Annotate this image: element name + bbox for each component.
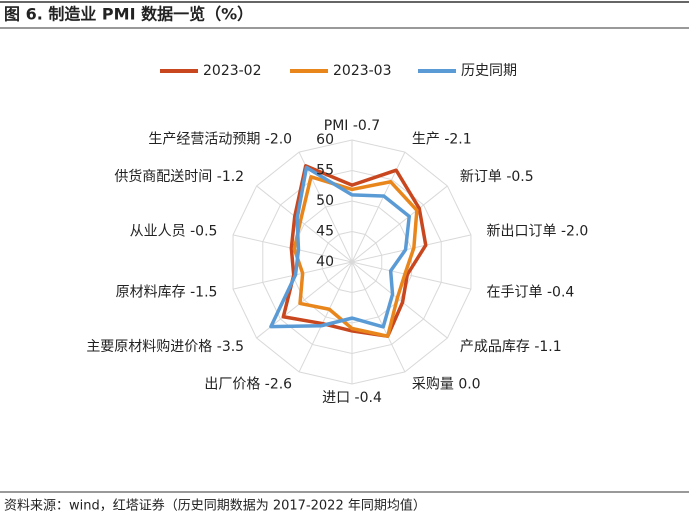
category-label: 生产经营活动预期 -2.0 [148,131,292,147]
spoke [298,261,353,373]
category-label: 从业人员 -0.5 [130,224,218,240]
r-tick-label: 50 [316,193,334,209]
r-tick-label: 55 [316,163,334,179]
chart-title: 图 6. 制造业 PMI 数据一览（%） [4,5,253,24]
category-label: 原材料库存 -1.5 [116,284,218,300]
spoke [351,234,472,263]
spoke [351,261,448,339]
series-line [281,164,428,338]
r-tick-label: 45 [316,224,334,240]
legend-label: 2023-03 [333,63,392,79]
legend-label: 2023-02 [203,63,262,79]
spoke [351,185,448,263]
category-label: PMI -0.7 [324,118,380,134]
r-tick-label: 40 [316,254,334,270]
r-tick-label: 60 [316,132,334,148]
category-label: 生产 -2.1 [412,131,472,147]
category-label: 产成品库存 -1.1 [460,339,562,355]
spoke [351,261,472,290]
spoke [351,261,406,373]
category-label: 主要原材料购进价格 -3.5 [86,339,244,355]
series-line [269,165,411,329]
category-label: 进口 -0.4 [322,390,382,406]
category-label: 新出口订单 -2.0 [487,224,589,240]
category-label: 新订单 -0.5 [460,169,534,185]
category-label: 供货商配送时间 -1.2 [114,168,244,185]
spoke [256,185,353,263]
spoke [298,151,353,263]
category-label: 采购量 0.0 [412,377,481,393]
category-label: 在手订单 -0.4 [487,284,575,300]
category-label: 出厂价格 -2.6 [204,377,292,393]
source: 资料来源：wind，红塔证券（历史同期数据为 2017-2022 年同期均值） [4,498,426,514]
legend-label: 历史同期 [461,63,517,79]
